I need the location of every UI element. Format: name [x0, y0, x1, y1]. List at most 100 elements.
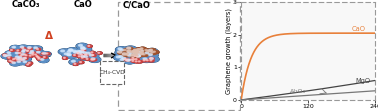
Circle shape [131, 51, 138, 54]
Circle shape [135, 51, 146, 56]
Circle shape [79, 61, 84, 63]
Circle shape [123, 54, 125, 55]
Circle shape [15, 59, 20, 61]
Circle shape [22, 51, 25, 52]
Circle shape [133, 51, 136, 52]
Circle shape [143, 59, 147, 62]
Circle shape [122, 57, 126, 59]
Circle shape [81, 57, 86, 59]
Circle shape [150, 52, 153, 53]
Circle shape [28, 55, 34, 57]
Circle shape [42, 56, 48, 59]
Circle shape [87, 45, 92, 48]
Circle shape [26, 50, 28, 51]
Circle shape [137, 60, 143, 63]
Circle shape [89, 54, 93, 56]
Circle shape [20, 58, 25, 61]
Circle shape [138, 52, 145, 55]
Circle shape [146, 49, 157, 54]
Text: MgO: MgO [356, 78, 371, 84]
Circle shape [135, 52, 142, 55]
Circle shape [76, 50, 87, 55]
Circle shape [15, 60, 26, 65]
Circle shape [17, 59, 18, 60]
Circle shape [78, 46, 90, 51]
Circle shape [32, 52, 34, 53]
Circle shape [117, 55, 128, 60]
Circle shape [137, 48, 144, 52]
Circle shape [130, 54, 138, 57]
Circle shape [65, 53, 76, 58]
Circle shape [135, 54, 142, 57]
Circle shape [90, 59, 95, 61]
Circle shape [65, 50, 76, 55]
Circle shape [149, 60, 154, 62]
Circle shape [125, 50, 133, 53]
Circle shape [10, 49, 15, 52]
Circle shape [65, 53, 76, 58]
Circle shape [9, 49, 15, 52]
Circle shape [136, 48, 144, 52]
Circle shape [118, 51, 121, 53]
Circle shape [147, 53, 158, 58]
Circle shape [67, 48, 79, 54]
Circle shape [97, 52, 102, 54]
Circle shape [43, 53, 46, 54]
Circle shape [121, 53, 129, 56]
Circle shape [23, 54, 28, 56]
Circle shape [27, 48, 33, 50]
Circle shape [139, 50, 147, 54]
Circle shape [134, 58, 139, 61]
Circle shape [129, 54, 137, 57]
Circle shape [26, 50, 31, 52]
Circle shape [13, 55, 24, 60]
Circle shape [150, 50, 152, 51]
Circle shape [125, 53, 137, 59]
Circle shape [37, 57, 42, 59]
Circle shape [133, 49, 140, 52]
Circle shape [84, 54, 89, 56]
Circle shape [41, 52, 51, 56]
Circle shape [132, 50, 139, 54]
Circle shape [97, 52, 102, 54]
Circle shape [35, 55, 40, 58]
Circle shape [81, 47, 84, 48]
Circle shape [24, 54, 26, 55]
Circle shape [21, 59, 22, 60]
Circle shape [67, 51, 71, 53]
Circle shape [121, 53, 129, 56]
Circle shape [15, 56, 19, 58]
Circle shape [123, 53, 125, 55]
Circle shape [126, 53, 129, 54]
Circle shape [14, 51, 23, 56]
Circle shape [73, 63, 78, 65]
Circle shape [12, 46, 15, 48]
Circle shape [133, 50, 136, 51]
Circle shape [73, 54, 77, 56]
Circle shape [125, 54, 136, 59]
Circle shape [35, 51, 45, 55]
Circle shape [125, 59, 130, 61]
Circle shape [62, 57, 68, 59]
Circle shape [29, 55, 31, 56]
Circle shape [132, 58, 137, 61]
Circle shape [139, 50, 146, 53]
Circle shape [26, 46, 36, 51]
Circle shape [90, 59, 95, 61]
Text: CaO: CaO [351, 26, 365, 32]
Circle shape [138, 52, 144, 55]
Circle shape [78, 56, 80, 57]
Circle shape [21, 60, 32, 65]
Circle shape [126, 59, 128, 60]
Circle shape [136, 49, 144, 52]
Circle shape [124, 46, 136, 52]
Circle shape [125, 51, 137, 56]
Circle shape [116, 47, 128, 52]
Circle shape [82, 55, 93, 60]
Circle shape [117, 51, 125, 54]
Circle shape [12, 59, 14, 60]
Circle shape [21, 54, 25, 55]
Circle shape [149, 51, 157, 55]
Circle shape [140, 53, 147, 56]
Circle shape [146, 53, 158, 58]
